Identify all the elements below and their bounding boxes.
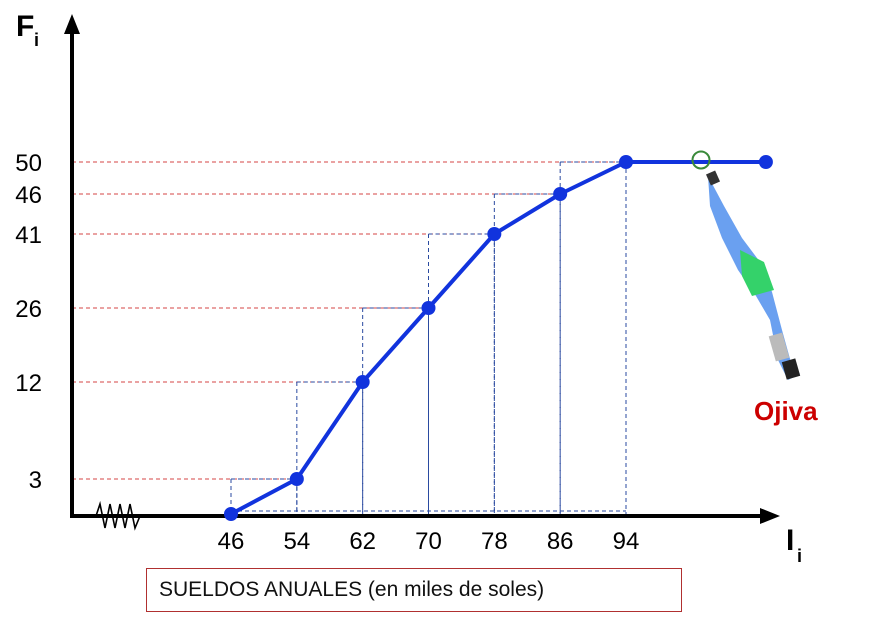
x-tick-label-54: 54: [283, 528, 310, 555]
x-tick-label-70: 70: [415, 528, 442, 555]
y-tick-label-12: 12: [15, 370, 42, 397]
ogive-line: [230, 160, 766, 516]
point-78-41: [487, 227, 502, 241]
x-axis-title-box: SUELDOS ANUALES (en miles de soles): [146, 568, 682, 612]
point-86-46: [553, 187, 568, 201]
point-70-26: [421, 301, 436, 315]
x-axis-name: I: [786, 524, 794, 557]
y-tick-label-3: 3: [29, 467, 42, 494]
y-axis-arrow: [64, 14, 80, 34]
x-tick-label-94: 94: [613, 528, 640, 555]
y-tick-label-26: 26: [15, 296, 42, 323]
x-tick-label-78: 78: [481, 528, 508, 555]
axis-break-icon: [90, 500, 146, 531]
point-94-50: [619, 155, 633, 169]
x-axis-subscript: i: [797, 546, 802, 566]
y-axis-subscript: i: [34, 30, 39, 50]
point-54-3: [289, 472, 304, 486]
y-tick-label-50: 50: [15, 150, 42, 177]
ojiva-label: Ojiva: [754, 396, 818, 426]
pencil-cursor-icon: [691, 150, 801, 380]
guide-lines: [72, 161, 627, 514]
y-tick-label-46: 46: [15, 182, 42, 209]
point-111-50: [758, 155, 773, 169]
point-46-0: [224, 507, 238, 521]
x-axis-arrow: [760, 508, 780, 524]
tick-labels: 46 54 62 70 78 86 94 3 12 26 41 46 50: [15, 150, 639, 555]
series-ogive: [224, 155, 773, 521]
x-tick-label-86: 86: [547, 528, 574, 555]
x-axis-title: SUELDOS ANUALES (en miles de soles): [159, 578, 545, 601]
x-tick-label-62: 62: [349, 528, 376, 555]
point-62-12: [355, 375, 370, 389]
y-axis-name: F: [16, 10, 34, 43]
y-tick-label-41: 41: [15, 222, 42, 249]
x-tick-label-46: 46: [218, 528, 245, 555]
